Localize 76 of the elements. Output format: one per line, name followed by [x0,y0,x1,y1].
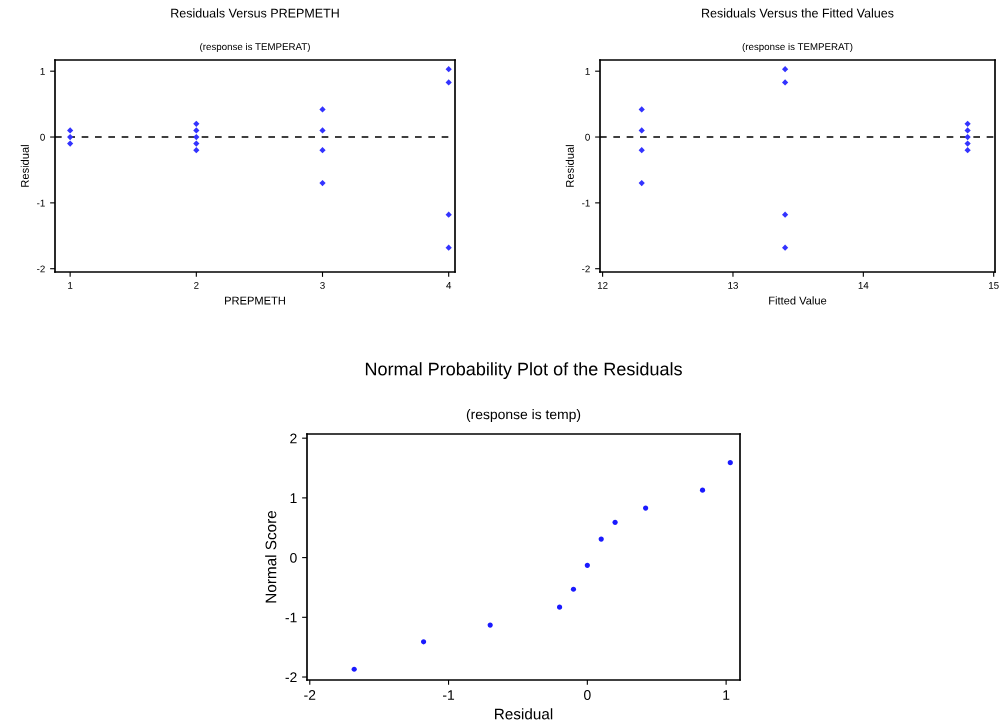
point [964,133,971,141]
point [964,120,971,127]
y-tick-label: -2 [285,672,297,683]
point [445,66,452,73]
y-tick-label: 1 [290,493,297,503]
point [445,211,452,218]
y-tick-label: -1 [582,199,590,207]
point [638,127,645,134]
point [699,487,706,493]
point [638,180,645,187]
chart-subtitle: (response is temp) [466,409,581,422]
y-tick-label: 0 [40,133,45,141]
point [445,244,452,251]
y-axis-title: Residual [565,145,574,187]
point [445,79,452,86]
point [598,536,604,542]
point [782,66,789,73]
point [612,519,618,525]
point [584,562,590,568]
y-tick-label: -2 [582,265,590,273]
x-tick-label: 1 [723,690,730,700]
point [67,140,74,147]
chart-title: Residuals Versus PREPMETH [171,8,339,18]
point [782,244,789,251]
x-axis-title: PREPMETH [225,296,285,305]
y-tick-label: 0 [585,133,590,141]
x-axis-title: Residual [495,708,553,720]
y-axis-title: Residual [20,145,29,187]
point [487,622,493,628]
point [556,604,563,610]
x-tick-label: 1 [68,282,73,289]
point [782,79,789,86]
point [964,127,971,134]
point [638,106,645,113]
point [193,147,200,154]
x-tick-label: 2 [194,281,199,289]
y-tick-label: 1 [585,68,590,75]
point [964,147,971,154]
x-tick-label: -2 [304,690,316,700]
point [319,180,326,187]
y-tick-label: 0 [290,552,297,563]
point [319,127,326,134]
point [193,140,200,147]
chart-title: Residuals Versus the Fitted Values [702,8,894,18]
y-axis-title: Normal Score [265,510,277,603]
point [643,505,649,511]
chart-subtitle: (response is TEMPERAT) [742,42,853,52]
point [964,140,971,147]
x-tick-label: 13 [728,281,738,289]
y-tick-label: 1 [40,68,45,75]
point [351,666,357,672]
x-tick-label: -1 [443,690,455,700]
x-tick-label: 14 [858,282,869,289]
y-tick-label: -2 [37,265,45,273]
y-tick-label: -1 [37,199,45,207]
point [319,106,326,113]
point [193,133,200,141]
point [420,639,427,645]
x-tick-label: 15 [989,282,999,289]
x-tick-label: 4 [446,282,452,289]
chart-subtitle: (response is TEMPERAT) [200,42,310,52]
y-tick-label: -1 [285,612,297,623]
point [570,586,577,592]
point [319,147,326,154]
point [782,211,789,218]
point [67,127,74,134]
point [67,133,74,141]
point [193,120,200,127]
x-tick-label: 3 [320,281,325,289]
point [193,127,200,134]
point [727,460,733,466]
point [638,147,645,154]
y-tick-label: 2 [290,433,297,444]
chart-title: Normal Probability Plot of the Residuals [365,362,682,379]
x-tick-label: 12 [597,281,608,289]
x-axis-title: Fitted Value [769,296,827,305]
